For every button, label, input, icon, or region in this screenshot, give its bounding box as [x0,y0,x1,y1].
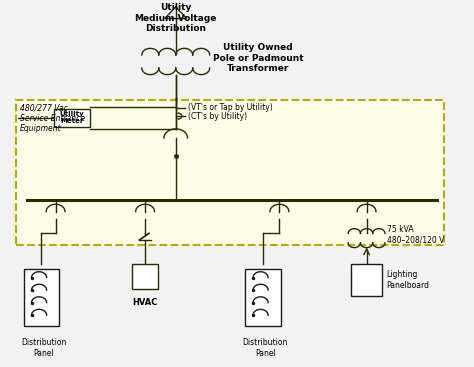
Text: Utility Owned
Pole or Padmount
Transformer: Utility Owned Pole or Padmount Transform… [213,43,303,73]
Text: Distribution
Panel: Distribution Panel [243,338,288,358]
Bar [16,100,444,246]
Text: 480/277 Vac
Service Entrance
Equipment: 480/277 Vac Service Entrance Equipment [20,103,85,133]
Bar [351,264,382,297]
Text: Lighting
Panelboard: Lighting Panelboard [387,270,429,290]
Text: (CT's by Utility): (CT's by Utility) [188,112,246,121]
Text: Utility
Medium-Voltage
Distribution: Utility Medium-Voltage Distribution [135,3,217,33]
Bar [24,269,59,326]
Bar [245,269,281,326]
Bar [132,264,158,289]
Text: Distribution
Panel: Distribution Panel [21,338,66,358]
Text: 75 kVA
480–208/120 V: 75 kVA 480–208/120 V [387,225,444,244]
Text: Utility
Meter: Utility Meter [60,112,84,124]
Text: (VT's or Tap by Utility): (VT's or Tap by Utility) [188,103,272,112]
Bar [55,109,90,127]
Text: HVAC: HVAC [132,298,158,307]
